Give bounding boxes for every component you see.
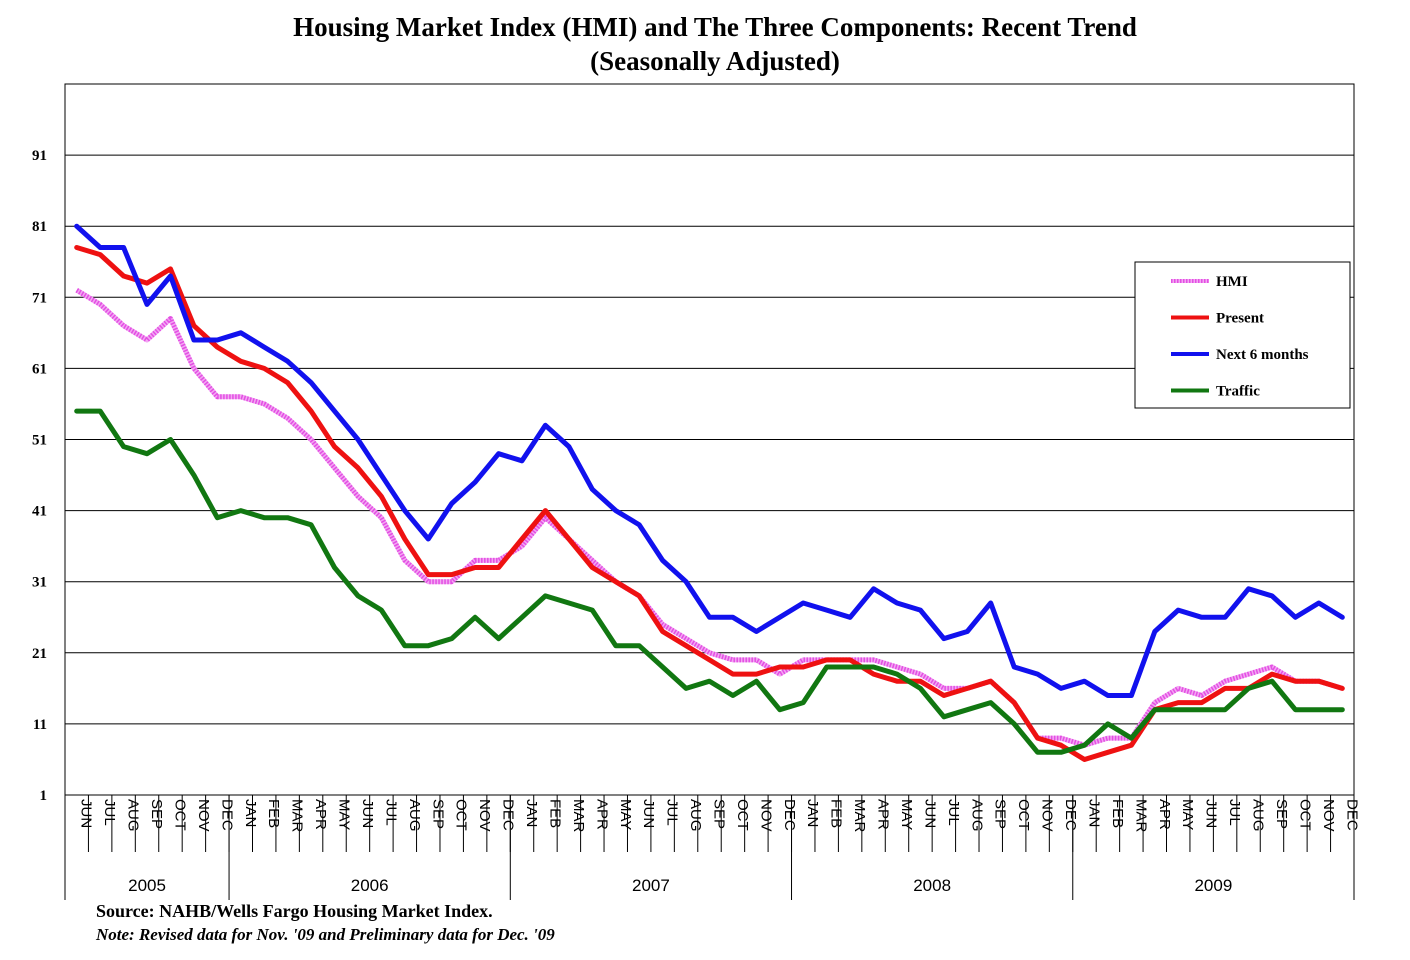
x-tick-label-mar: MAR (289, 799, 306, 833)
x-tick-label-feb: FEB (828, 799, 845, 828)
series-line-hmi (75, 288, 1344, 748)
x-tick-label-aug: AUG (687, 799, 704, 832)
legend-label-next-6-months: Next 6 months (1216, 347, 1309, 363)
x-tick-label-sep: SEP (992, 799, 1009, 829)
x-tick-label-nov: NOV (476, 799, 493, 832)
x-tick-label-jul: JUL (945, 799, 962, 826)
x-tick-label-dec: DEC (1343, 799, 1360, 831)
chart-title: Housing Market Index (HMI) and The Three… (0, 10, 1410, 78)
year-label-2005: 2005 (128, 876, 166, 895)
x-tick-label-may: MAY (1179, 799, 1196, 830)
x-tick-label-sep: SEP (148, 799, 165, 829)
legend-label-traffic: Traffic (1216, 384, 1260, 400)
y-tick-label-91: 91 (32, 148, 47, 164)
year-label-2008: 2008 (913, 876, 951, 895)
x-tick-label-jul: JUL (382, 799, 399, 826)
x-tick-label-mar: MAR (851, 799, 868, 833)
legend-label-present: Present (1216, 311, 1264, 327)
y-tick-label-61: 61 (32, 361, 47, 377)
x-tick-label-dec: DEC (218, 799, 235, 831)
x-tick-label-apr: APR (593, 799, 610, 830)
y-tick-label-81: 81 (32, 219, 47, 235)
x-tick-label-oct: OCT (453, 799, 470, 831)
x-tick-label-sep: SEP (429, 799, 446, 829)
source-note: Source: NAHB/Wells Fargo Housing Market … (96, 901, 493, 921)
x-tick-label-feb: FEB (265, 799, 282, 828)
x-tick-label-sep: SEP (1273, 799, 1290, 829)
x-tick-label-dec: DEC (1062, 799, 1079, 831)
x-tick-label-aug: AUG (1250, 799, 1267, 832)
year-label-2007: 2007 (632, 876, 670, 895)
x-tick-label-may: MAY (617, 799, 634, 830)
y-tick-label-1: 1 (40, 788, 48, 804)
revision-note: Note: Revised data for Nov. '09 and Prel… (96, 925, 555, 944)
y-tick-label-21: 21 (32, 646, 47, 662)
x-tick-label-oct: OCT (1296, 799, 1313, 831)
x-tick-label-nov: NOV (1039, 799, 1056, 832)
x-tick-label-nov: NOV (1320, 799, 1337, 832)
y-tick-label-41: 41 (32, 504, 47, 520)
x-tick-label-may: MAY (336, 799, 353, 830)
x-tick-label-jun: JUN (78, 799, 95, 828)
chart-title-main: Housing Market Index (HMI) and The Three… (293, 12, 1137, 42)
series-line-present (74, 245, 1345, 762)
x-tick-label-jun: JUN (359, 799, 376, 828)
x-tick-label-apr: APR (312, 799, 329, 830)
y-tick-label-71: 71 (32, 290, 47, 306)
x-tick-label-apr: APR (1156, 799, 1173, 830)
x-tick-label-may: MAY (898, 799, 915, 830)
x-tick-label-nov: NOV (757, 799, 774, 832)
x-tick-label-oct: OCT (171, 799, 188, 831)
gridlines (65, 154, 1354, 725)
x-tick-label-jan: JAN (242, 799, 259, 827)
legend-label-hmi: HMI (1216, 274, 1248, 290)
x-tick-label-sep: SEP (711, 799, 728, 829)
x-tick-label-apr: APR (875, 799, 892, 830)
x-tick-label-jun: JUN (1203, 799, 1220, 828)
x-tick-label-aug: AUG (968, 799, 985, 832)
x-tick-label-nov: NOV (195, 799, 212, 832)
x-tick-label-oct: OCT (734, 799, 751, 831)
x-tick-label-feb: FEB (1109, 799, 1126, 828)
x-tick-label-feb: FEB (546, 799, 563, 828)
x-tick-label-mar: MAR (570, 799, 587, 833)
x-tick-label-jan: JAN (804, 799, 821, 827)
series-lines (74, 223, 1345, 762)
x-tick-label-oct: OCT (1015, 799, 1032, 831)
chart-subtitle: (Seasonally Adjusted) (590, 46, 840, 76)
x-tick-label-jun: JUN (640, 799, 657, 828)
y-tick-label-51: 51 (32, 433, 47, 449)
x-tick-label-dec: DEC (781, 799, 798, 831)
x-tick-label-jan: JAN (523, 799, 540, 827)
legend: HMI Present Next 6 months Traffic (1134, 261, 1351, 409)
year-label-2006: 2006 (351, 876, 389, 895)
x-tick-label-aug: AUG (125, 799, 142, 832)
x-tick-label-dec: DEC (500, 799, 517, 831)
x-tick-label-jan: JAN (1085, 799, 1102, 827)
year-label-2009: 2009 (1194, 876, 1232, 895)
x-tick-label-mar: MAR (1132, 799, 1149, 833)
legend-box (1134, 261, 1351, 409)
x-tick-label-jul: JUL (101, 799, 118, 826)
y-tick-label-11: 11 (33, 717, 47, 733)
series-line-traffic (74, 408, 1345, 755)
x-tick-label-aug: AUG (406, 799, 423, 832)
x-tick-label-jun: JUN (921, 799, 938, 828)
series-line-next-6-months (74, 223, 1345, 698)
plot-area-border (64, 83, 1355, 796)
x-tick-label-jul: JUL (664, 799, 681, 826)
x-tick-label-jul: JUL (1226, 799, 1243, 826)
y-tick-label-31: 31 (32, 575, 47, 591)
